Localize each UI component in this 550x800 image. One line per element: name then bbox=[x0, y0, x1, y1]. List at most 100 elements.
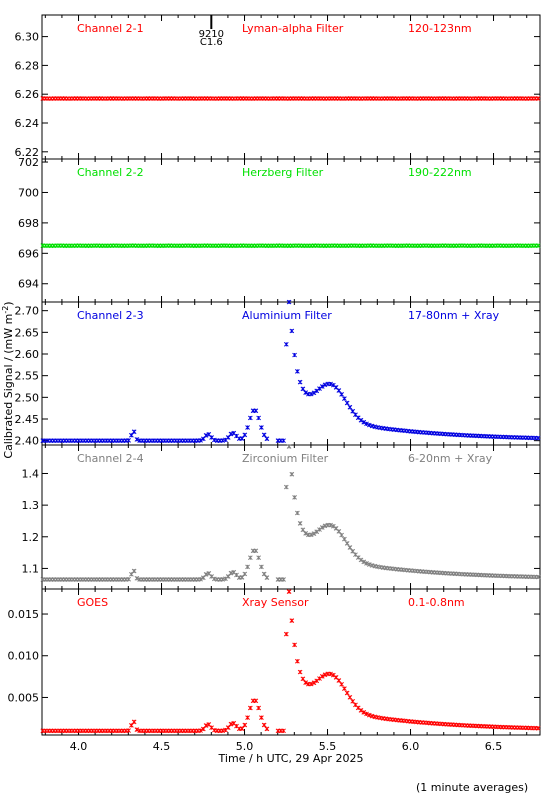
panel-2-label-2: Herzberg Filter bbox=[242, 166, 324, 179]
data-point bbox=[203, 572, 209, 577]
data-point bbox=[134, 727, 140, 732]
xtick-label: 5.0 bbox=[236, 740, 254, 753]
data-point bbox=[239, 436, 245, 441]
panel-4-ytick-label: 1.1 bbox=[22, 562, 40, 575]
data-point bbox=[319, 674, 325, 679]
data-point bbox=[535, 96, 541, 101]
data-point bbox=[245, 425, 250, 430]
data-point bbox=[317, 527, 322, 532]
data-point bbox=[347, 404, 353, 410]
data-point bbox=[336, 388, 342, 393]
data-point bbox=[292, 352, 297, 358]
data-point bbox=[283, 484, 289, 490]
data-point bbox=[295, 369, 300, 374]
data-point bbox=[129, 723, 134, 728]
data-point bbox=[286, 444, 292, 449]
data-point bbox=[286, 589, 292, 594]
panel-3-label-1: Channel 2-3 bbox=[77, 309, 144, 322]
data-point bbox=[300, 386, 306, 392]
data-point bbox=[308, 532, 314, 538]
data-point bbox=[126, 728, 131, 733]
panel-5-label-3: 0.1-0.8nm bbox=[408, 596, 465, 609]
data-point bbox=[366, 562, 372, 567]
data-point bbox=[256, 415, 261, 421]
data-point bbox=[228, 570, 234, 576]
panel-2-ytick-label: 702 bbox=[18, 156, 39, 169]
panel-1-ytick-label: 6.30 bbox=[15, 31, 40, 44]
panel-2-label-1: Channel 2-2 bbox=[77, 166, 144, 179]
data-point bbox=[364, 560, 369, 566]
data-point bbox=[344, 541, 350, 546]
data-point bbox=[225, 435, 231, 440]
data-point bbox=[200, 726, 206, 732]
data-point bbox=[336, 529, 342, 534]
panel-4-ytick-label: 1.2 bbox=[22, 531, 40, 544]
data-point bbox=[311, 531, 317, 536]
data-point bbox=[308, 681, 314, 687]
panel-3-ytick-label: 2.70 bbox=[15, 305, 40, 318]
data-point bbox=[131, 719, 137, 725]
data-point bbox=[347, 545, 353, 550]
data-point bbox=[344, 690, 350, 696]
data-point bbox=[535, 725, 541, 731]
panel-3-ytick-label: 2.45 bbox=[15, 413, 40, 426]
data-point bbox=[350, 698, 356, 704]
data-point bbox=[319, 384, 325, 389]
panel-3-ytick-label: 2.55 bbox=[15, 370, 40, 383]
panel-2-frame bbox=[41, 158, 541, 303]
panel-5-frame bbox=[41, 588, 541, 736]
panel-2-ytick-label: 700 bbox=[18, 186, 39, 199]
xtick-label: 4.5 bbox=[153, 740, 171, 753]
data-point bbox=[253, 698, 259, 704]
data-point bbox=[203, 432, 209, 438]
panel-4-ytick-label: 1.3 bbox=[22, 499, 40, 512]
data-point bbox=[131, 429, 137, 435]
data-point bbox=[261, 722, 267, 728]
data-point bbox=[264, 726, 270, 732]
data-point bbox=[203, 723, 209, 728]
panel-5-series bbox=[40, 589, 541, 734]
xtick-label: 6.0 bbox=[402, 740, 420, 753]
data-point bbox=[242, 571, 248, 577]
data-point bbox=[239, 726, 245, 731]
panel-4-label-2: Zirconium Filter bbox=[242, 452, 329, 465]
data-point bbox=[289, 471, 295, 477]
panel-2-series bbox=[40, 243, 541, 249]
data-point bbox=[259, 564, 264, 570]
data-point bbox=[134, 575, 140, 581]
data-point bbox=[358, 707, 364, 713]
data-point bbox=[308, 391, 314, 397]
data-point bbox=[126, 576, 131, 582]
data-point bbox=[228, 721, 234, 727]
data-point bbox=[198, 728, 203, 733]
data-point bbox=[366, 712, 372, 718]
data-point bbox=[242, 722, 248, 728]
data-point bbox=[247, 705, 253, 711]
data-point bbox=[311, 390, 317, 396]
data-point bbox=[131, 568, 137, 574]
data-point bbox=[344, 400, 350, 406]
data-point bbox=[259, 715, 264, 720]
panel-3-label-2: Aluminium Filter bbox=[242, 309, 332, 322]
data-point bbox=[281, 438, 286, 444]
panel-5-label-2: Xray Sensor bbox=[242, 596, 309, 609]
panel-5-ytick-label: 0.015 bbox=[8, 608, 40, 621]
data-point bbox=[295, 510, 300, 516]
data-point bbox=[286, 299, 292, 305]
data-point bbox=[361, 559, 367, 565]
data-point bbox=[198, 438, 203, 443]
panel-5-label-1: GOES bbox=[77, 596, 108, 609]
data-point bbox=[342, 686, 347, 691]
data-point bbox=[295, 658, 300, 664]
data-point bbox=[256, 705, 261, 711]
data-point bbox=[264, 575, 270, 581]
panel-2-ytick-label: 694 bbox=[18, 278, 39, 291]
data-point bbox=[535, 243, 541, 249]
data-point bbox=[126, 438, 131, 443]
data-point bbox=[366, 422, 372, 428]
panel-1-frame bbox=[41, 14, 541, 160]
panel-1-label-2: Lyman-alpha Filter bbox=[242, 22, 344, 35]
data-point bbox=[328, 671, 333, 677]
data-point bbox=[283, 341, 289, 347]
panel-4-frame bbox=[41, 444, 541, 590]
